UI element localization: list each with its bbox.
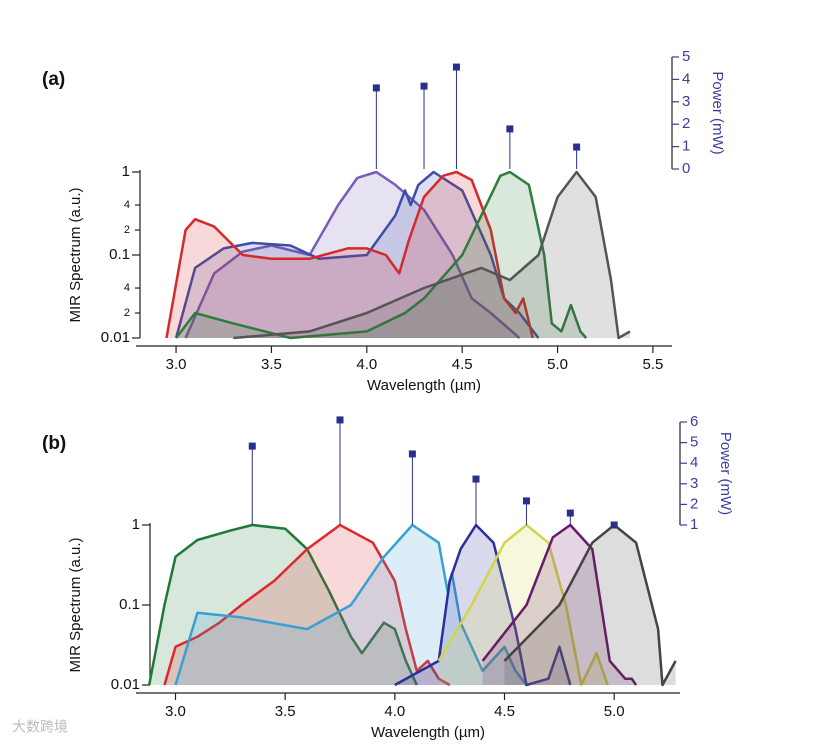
x-tick-label: 3.0 — [165, 703, 186, 720]
x-tick-label: 5.5 — [642, 356, 663, 373]
y2-tick-label: 1 — [682, 138, 690, 155]
spectrum-line — [184, 170, 521, 339]
spectrum-fill — [176, 172, 539, 338]
x-axis-label: Wavelength (µm) — [371, 724, 485, 741]
spectrum-fill — [166, 172, 533, 338]
power-marker — [452, 63, 460, 71]
x-tick-label: 4.0 — [356, 356, 377, 373]
power-marker — [566, 509, 574, 517]
y2-tick-label: 3 — [690, 475, 698, 492]
y-axis-label: MIR Spectrum (a.u.) — [67, 537, 84, 672]
spectrum-fill — [233, 172, 631, 338]
y2-axis-label: Power (mW) — [717, 432, 734, 515]
spectrum-line — [174, 523, 528, 686]
spectrum-line — [394, 523, 572, 687]
y2-axis-label: Power (mW) — [709, 71, 726, 154]
power-marker — [610, 521, 618, 529]
x-tick-label: 3.5 — [261, 356, 282, 373]
power-marker — [573, 143, 581, 151]
spectrum-line — [437, 523, 609, 687]
spectrum-line — [503, 523, 677, 687]
panel-label: (b) — [42, 433, 66, 454]
y-tick-label: 0.01 — [111, 676, 140, 693]
x-tick-label: 5.0 — [604, 703, 625, 720]
power-marker — [408, 450, 416, 458]
x-tick-label: 4.0 — [384, 703, 405, 720]
watermark: 大数跨境 — [12, 719, 68, 735]
spectrum-fill — [176, 172, 587, 338]
x-tick-label: 3.0 — [166, 356, 187, 373]
x-tick-label: 4.5 — [494, 703, 515, 720]
y-tick-label: 0.1 — [109, 246, 130, 263]
y2-tick-label: 4 — [682, 70, 690, 87]
x-axis-label: Wavelength (µm) — [367, 377, 481, 394]
spectrum-fill — [438, 525, 608, 685]
y2-tick-label: 4 — [690, 454, 698, 471]
power-marker — [420, 82, 428, 90]
y2-tick-label: 1 — [690, 516, 698, 533]
x-tick-label: 5.0 — [547, 356, 568, 373]
y2-tick-label: 6 — [690, 413, 698, 430]
y-tick-label: 0.1 — [119, 596, 140, 613]
y2-tick-label: 5 — [682, 48, 690, 65]
power-marker — [506, 125, 514, 133]
spectrum-fill — [394, 525, 571, 685]
y-tick-label: 0.01 — [101, 329, 130, 346]
power-marker — [522, 497, 530, 505]
y-tick-label: 4 — [124, 199, 130, 211]
y2-tick-label: 3 — [682, 93, 690, 110]
x-tick-label: 3.5 — [275, 703, 296, 720]
x-tick-label: 4.5 — [452, 356, 473, 373]
y-tick-label: 1 — [132, 516, 140, 533]
panel-label: (a) — [42, 69, 65, 90]
y2-tick-label: 0 — [682, 160, 690, 177]
spectrum-line — [174, 170, 540, 339]
power-marker — [472, 475, 480, 483]
power-marker — [248, 442, 256, 450]
y-tick-label: 2 — [124, 224, 130, 236]
y2-tick-label: 2 — [690, 495, 698, 512]
y-tick-label: 4 — [124, 282, 130, 294]
power-marker — [372, 84, 380, 92]
y2-tick-label: 2 — [682, 115, 690, 132]
spectrum-line — [233, 170, 631, 340]
y2-tick-label: 5 — [690, 434, 698, 451]
y-axis-label: MIR Spectrum (a.u.) — [67, 187, 84, 322]
spectrum-line — [175, 170, 588, 340]
spectrum-fill — [504, 525, 676, 685]
y-tick-label: 2 — [124, 307, 130, 319]
power-marker — [336, 416, 344, 424]
y-tick-label: 1 — [122, 163, 130, 180]
spectrum-fill — [149, 525, 417, 685]
spectrum-line — [481, 523, 638, 686]
